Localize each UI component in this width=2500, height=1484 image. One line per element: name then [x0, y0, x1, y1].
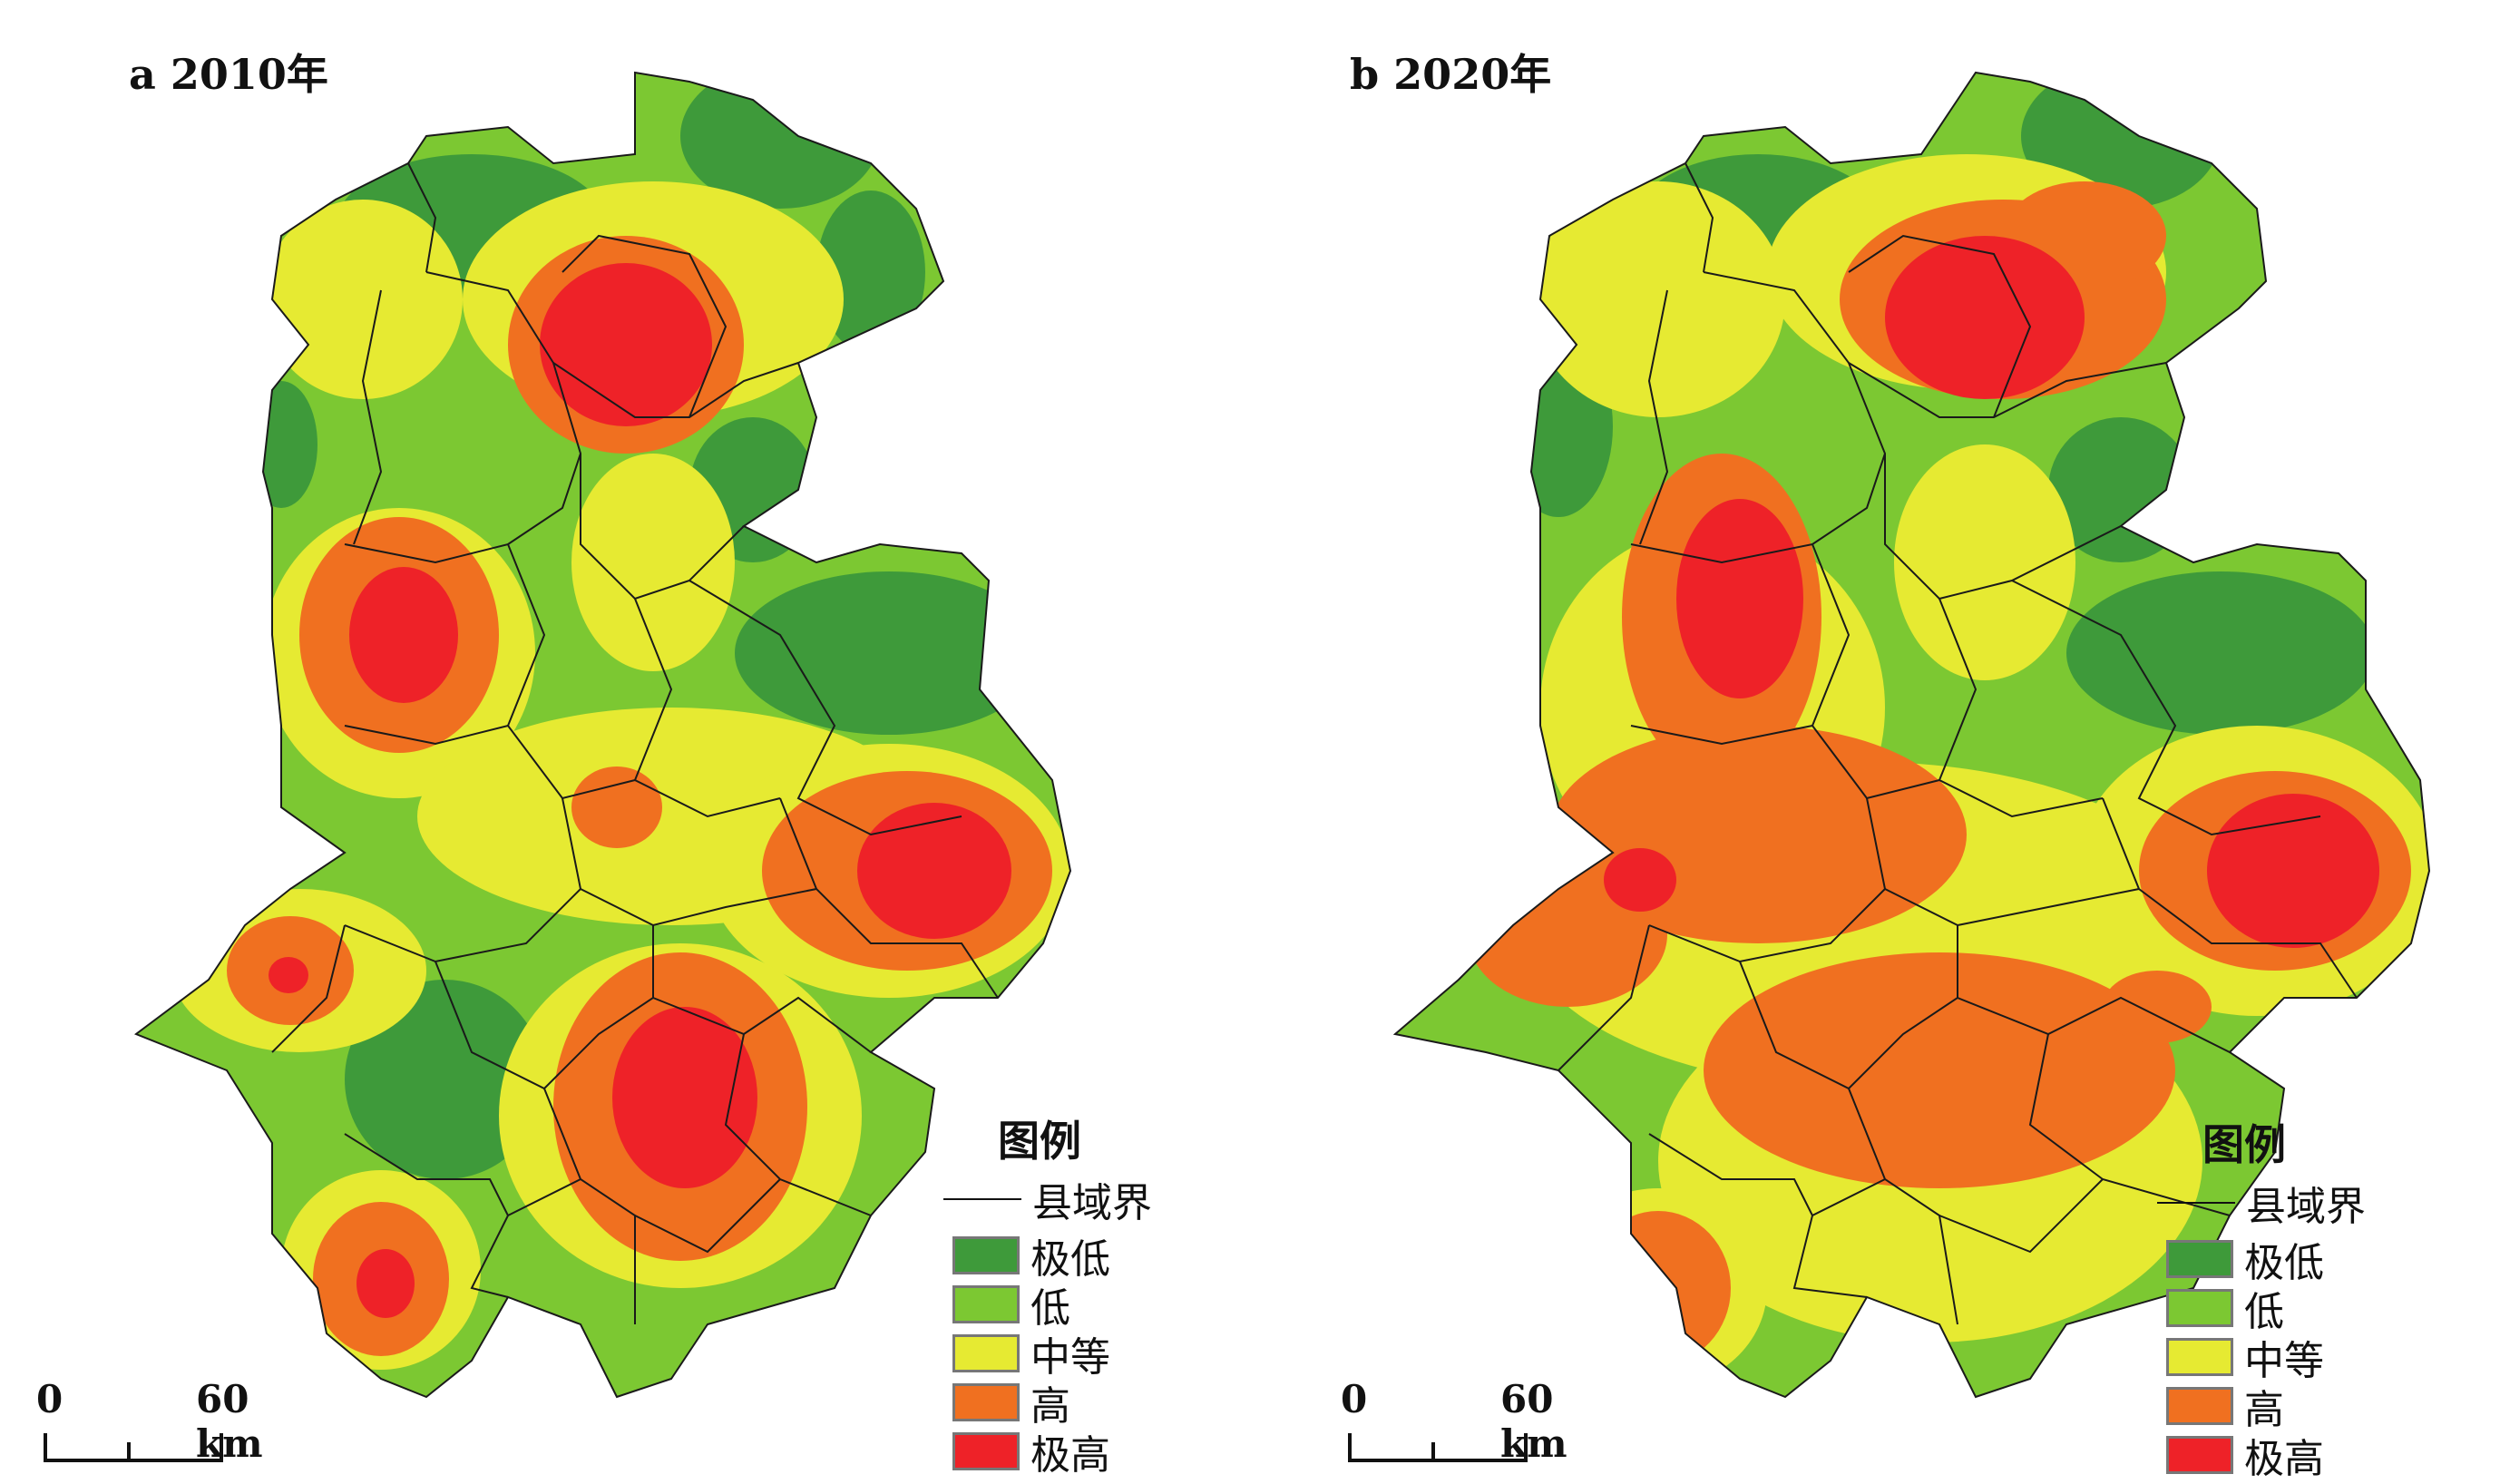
boundary-line-symbol: [2157, 1202, 2235, 1204]
legend-item-very-high: 极高: [2166, 1426, 2324, 1484]
swatch-low: [952, 1285, 1020, 1323]
legend-item-high: 高: [952, 1373, 1070, 1431]
legend-label-high: 高: [2244, 1387, 2284, 1433]
legend-label-low: 低: [2244, 1289, 2284, 1335]
legend-label-very-low: 极低: [1030, 1236, 1110, 1283]
legend-item-very-high: 极高: [952, 1422, 1110, 1480]
legend-label-high: 高: [1030, 1383, 1070, 1430]
legend-title: 图例: [2202, 1120, 2286, 1169]
legend-label-medium: 中等: [1030, 1334, 1110, 1381]
legend-item-low: 低: [952, 1275, 1070, 1333]
scale-end-label: 60 km: [196, 1377, 263, 1466]
swatch-very-high: [952, 1432, 1020, 1470]
legend-2010: 图例 县域界 极低 低 中等 高 极高: [943, 1108, 1234, 1479]
legend-2020: 图例 县域界 极低 低 中等 高 极高: [2157, 1112, 2484, 1482]
legend-boundary-label: 县域界: [1032, 1180, 1152, 1226]
legend-item-very-low: 极低: [2166, 1230, 2324, 1288]
swatch-medium: [952, 1334, 1020, 1372]
scale-bar-mid-tick: [1431, 1442, 1435, 1459]
legend-label-medium: 中等: [2244, 1338, 2324, 1384]
scale-bar-2010: 0 60 km: [36, 1377, 272, 1466]
scale-bar-line: [44, 1433, 223, 1462]
map-panel-2020: b 2020年: [1250, 0, 2500, 1482]
legend-label-very-low: 极低: [2244, 1240, 2324, 1286]
scale-bar-line: [1348, 1433, 1528, 1462]
map-panel-2010: a 2010年: [0, 0, 1250, 1479]
legend-boundary-row: 县域界: [2157, 1174, 2366, 1232]
legend-label-very-high: 极高: [1030, 1432, 1110, 1479]
legend-boundary-row: 县域界: [943, 1170, 1152, 1228]
swatch-very-low: [952, 1236, 1020, 1274]
panel-title-2020: b 2020年: [1350, 50, 1552, 99]
legend-boundary-label: 县域界: [2246, 1184, 2366, 1230]
swatch-high: [2166, 1387, 2233, 1425]
swatch-low: [2166, 1289, 2233, 1327]
scale-bar-mid-tick: [127, 1442, 131, 1459]
scale-start-label: 0: [1341, 1377, 1368, 1421]
boundary-line-symbol: [943, 1198, 1021, 1200]
swatch-medium: [2166, 1338, 2233, 1376]
scale-end-label: 60 km: [1500, 1377, 1567, 1466]
density-map-2010: [133, 71, 1072, 1399]
legend-item-very-low: 极低: [952, 1226, 1110, 1284]
scale-start-label: 0: [36, 1377, 63, 1421]
swatch-very-high: [2166, 1436, 2233, 1474]
panel-title-2010: a 2010年: [129, 50, 328, 99]
legend-label-very-high: 极高: [2244, 1436, 2324, 1482]
legend-title: 图例: [998, 1117, 1081, 1166]
legend-item-medium: 中等: [2166, 1328, 2324, 1386]
legend-label-low: 低: [1030, 1285, 1070, 1332]
scale-bar-2020: 0 60 km: [1341, 1377, 1577, 1466]
swatch-high: [952, 1383, 1020, 1421]
density-map-2020: [1392, 71, 2431, 1399]
legend-item-medium: 中等: [952, 1324, 1110, 1382]
swatch-very-low: [2166, 1240, 2233, 1278]
legend-item-high: 高: [2166, 1377, 2284, 1435]
legend-item-low: 低: [2166, 1279, 2284, 1337]
